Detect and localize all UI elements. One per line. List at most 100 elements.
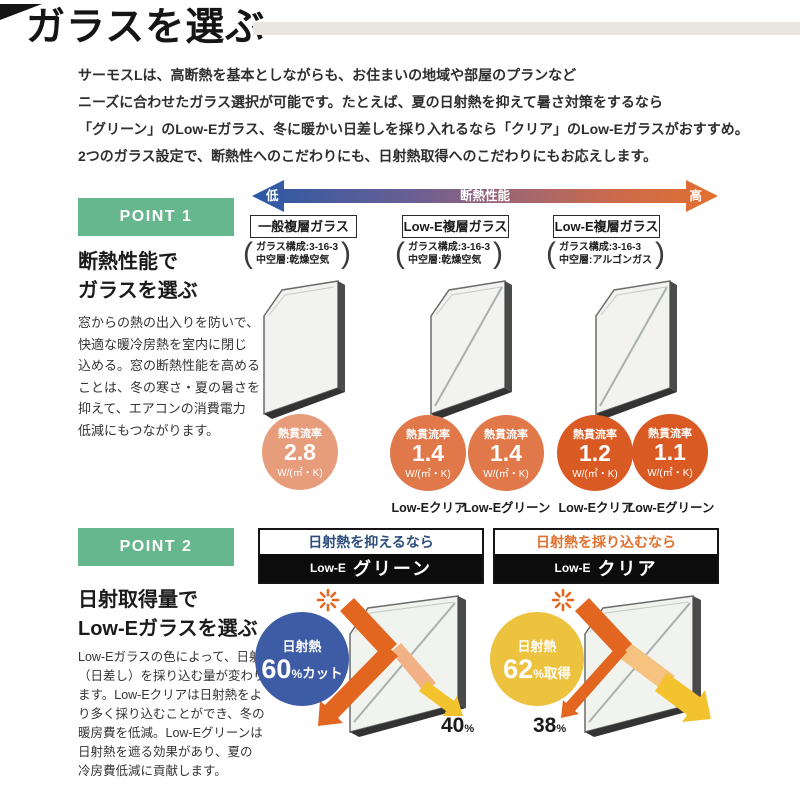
glass-type-name: 一般複層ガラス	[250, 215, 357, 238]
solar-heat-label: 日射熱	[282, 638, 322, 654]
glass-type-spec: ( ガラス構成:3-16-3 中空層:乾燥空気 )	[243, 239, 351, 269]
point2-description-line: Low-Eガラスの色によって、日射	[78, 650, 262, 664]
u-value-circle: 熱貫流率 1.1 W/(㎡・K)	[632, 414, 708, 490]
u-value-unit: W/(㎡・K)	[572, 469, 618, 480]
u-value-label: 熱貫流率	[406, 429, 450, 441]
panel-condition-label: 日射熱を抑えるなら	[260, 530, 482, 554]
u-value-number: 1.1	[654, 439, 686, 465]
close-paren: )	[655, 237, 666, 270]
lowe-clear-panel: 日射熱を採り込むなら Low-E クリア	[490, 528, 719, 778]
spec-line: 中空層:乾燥空気	[256, 255, 330, 266]
u-value-label: 熱貫流率	[278, 428, 322, 440]
point2-heading: 日射取得量で Low-Eガラスを選ぶ	[78, 586, 258, 644]
lowe-label: Low-E	[309, 561, 346, 575]
transmitted-value: 40	[441, 714, 465, 737]
scale-title: 断熱性能	[459, 189, 510, 203]
u-value-unit: W/(㎡・K)	[405, 469, 451, 480]
close-paren: )	[493, 237, 504, 270]
point1-description-line: ことは、冬の寒さ・夏の暑さを	[78, 379, 261, 395]
sun-icon	[551, 588, 575, 612]
point1-heading-line: ガラスを選ぶ	[78, 280, 198, 302]
scale-high-label: 高	[689, 189, 702, 203]
gain-percentage-value: 62	[503, 653, 534, 684]
spec-line: ガラス構成:3-16-3	[256, 242, 339, 253]
page-title: ガラスを選ぶ	[26, 6, 266, 49]
glass-name-label: クリア	[597, 559, 658, 579]
solar-heat-cut-circle: 日射熱 60 % カット	[255, 612, 349, 706]
corner-mark	[0, 4, 42, 20]
u-value-circle: 熱貫流率 1.4 W/(㎡・K)	[468, 415, 544, 491]
glass-type-spec: ( ガラス構成:3-16-3 中空層:乾燥空気 )	[395, 239, 503, 269]
glass-pane-illustration-lowe	[430, 280, 512, 419]
percent-sign: %	[291, 666, 303, 681]
point2-heading-line: Low-Eガラスを選ぶ	[78, 618, 258, 640]
reflected-unit: %	[556, 723, 567, 735]
point2-badge: POINT 2	[78, 528, 234, 566]
panel-header: 日射熱を抑えるなら Low-E グリーン	[258, 528, 484, 584]
u-value-circle: 熱貫流率 1.4 W/(㎡・K)	[390, 415, 466, 491]
point2-description: Low-Eガラスの色によって、日射 （日差し）を採り込む量が変わり ます。Low…	[78, 648, 266, 781]
cut-suffix: カット	[302, 665, 343, 681]
glass-variant-label: Low-Eグリーン	[463, 501, 551, 515]
intro-line: ニーズに合わせたガラス選択が可能です。たとえば、夏の日射熱を抑えて暑さ対策をする…	[78, 94, 663, 110]
lowe-green-panel: 日射熱を抑えるなら Low-E グリーン	[255, 528, 484, 778]
glass-type-spec: ( ガラス構成:3-16-3 中空層:アルゴンガス )	[546, 239, 665, 269]
spec-line: 中空層:アルゴンガス	[559, 255, 653, 266]
glass-variant-label: Low-Eクリア	[558, 501, 634, 515]
point2-description-line: 冷房費低減に貢献します。	[78, 764, 227, 778]
title-decoration-bar	[253, 22, 800, 35]
insulation-performance-scale: 低 断熱性能 高	[250, 178, 720, 214]
reflected-value: 38	[533, 714, 557, 737]
glass-pane-illustration	[263, 280, 345, 419]
point2-description-line: ます。Low-Eクリアは日射熱をよ	[78, 688, 263, 702]
glass-type-name: Low-E複層ガラス	[402, 215, 509, 238]
open-paren: (	[243, 237, 253, 270]
spec-line: ガラス構成:3-16-3	[559, 242, 642, 253]
glass-variant-label: Low-Eクリア	[391, 501, 467, 515]
u-value-label: 熱貫流率	[573, 429, 617, 441]
panel-condition-label: 日射熱を採り込むなら	[495, 530, 717, 554]
u-value-circle: 熱貫流率 1.2 W/(㎡・K)	[557, 415, 633, 491]
solar-heat-gain-circle: 日射熱 62 % 取得	[490, 612, 584, 706]
point2-description-line: り多く採り込むことができ、冬の	[78, 707, 265, 721]
u-value-circle: 熱貫流率 2.8 W/(㎡・K)	[262, 414, 338, 490]
u-value-number: 1.4	[490, 440, 522, 466]
intro-text: サーモスLは、高断熱を基本としながらも、お住まいの地域や部屋のプランなど ニーズ…	[78, 62, 749, 170]
spec-line: ガラス構成:3-16-3	[408, 242, 491, 253]
lowe-label: Low-E	[554, 561, 591, 575]
intro-line: サーモスLは、高断熱を基本としながらも、お住まいの地域や部屋のプランなど	[78, 67, 577, 83]
glass-name-label: グリーン	[352, 559, 433, 579]
point1-description-line: 窓からの熱の出入りを防いで、	[78, 315, 260, 330]
solar-heat-label: 日射熱	[517, 638, 557, 654]
u-value-unit: W/(㎡・K)	[277, 468, 323, 479]
transmitted-percentage: 40 %	[441, 714, 474, 738]
u-value-number: 1.4	[412, 440, 444, 466]
insulation-scale-arrow	[252, 180, 718, 212]
point1-description-line: 低減にもつながります。	[78, 422, 220, 438]
spec-line: 中空層:乾燥空気	[408, 255, 482, 266]
point1-heading-line: 断熱性能で	[78, 251, 178, 273]
transmitted-unit: %	[464, 723, 475, 735]
point2-description-line: 日射熱を遮る効果があり、夏の	[78, 745, 253, 759]
intro-line: 2つのガラス設定で、断熱性へのこだわりにも、日射熱取得へのこだわりにもお応えしま…	[78, 148, 658, 164]
open-paren: (	[395, 237, 405, 270]
close-paren: )	[341, 237, 352, 270]
scale-low-label: 低	[266, 189, 279, 203]
panel-glass-name-bar: Low-E グリーン	[260, 554, 482, 582]
u-value-unit: W/(㎡・K)	[647, 468, 693, 479]
point2-heading-line: 日射取得量で	[78, 589, 198, 611]
open-paren: (	[546, 237, 556, 270]
u-value-number: 2.8	[284, 439, 316, 465]
sun-icon	[316, 588, 340, 612]
panel-glass-name-bar: Low-E クリア	[495, 554, 717, 582]
point2-description-line: 暖房費を低減。Low-Eグリーンは	[78, 726, 263, 740]
glass-variant-label: Low-Eグリーン	[627, 501, 715, 515]
glass-pane-illustration-lowe	[595, 280, 677, 419]
intro-line: 「グリーン」のLow-Eガラス、冬に暖かい日差しを採り入れるなら「クリア」のLo…	[78, 121, 749, 137]
percent-sign: %	[533, 666, 544, 681]
point2-description-line: （日差し）を採り込む量が変わり	[78, 669, 266, 683]
u-value-label: 熱貫流率	[648, 428, 692, 440]
solar-heat-cut-illustration	[316, 588, 466, 737]
point1-description-line: 抑えて、エアコンの消費電力	[78, 401, 246, 416]
